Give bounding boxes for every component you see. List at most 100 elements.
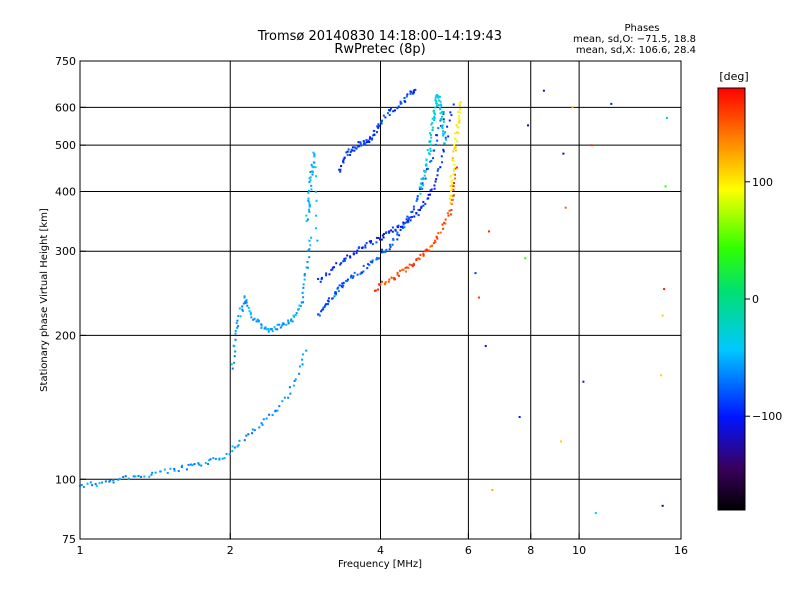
data-point: [328, 273, 331, 276]
data-point: [359, 272, 362, 275]
data-point: [322, 306, 325, 309]
data-point: [401, 227, 404, 230]
data-point: [426, 167, 429, 170]
data-point: [452, 188, 455, 191]
data-point: [166, 471, 169, 474]
data-point: [453, 170, 456, 173]
data-point: [309, 244, 312, 247]
data-point: [169, 467, 172, 470]
data-point: [223, 457, 226, 460]
data-point: [187, 463, 190, 466]
data-point: [390, 276, 393, 279]
data-point: [455, 124, 458, 127]
data-point: [371, 243, 374, 246]
data-point: [305, 220, 308, 223]
data-point: [369, 260, 372, 263]
data-point: [349, 150, 352, 153]
data-point: [362, 140, 365, 143]
data-point: [362, 142, 365, 145]
data-point: [312, 161, 315, 164]
data-point: [444, 136, 447, 139]
data-point: [582, 380, 585, 383]
data-point: [453, 144, 456, 147]
data-point: [244, 300, 247, 303]
data-point: [417, 257, 420, 260]
data-point: [375, 256, 378, 259]
data-point: [425, 163, 428, 166]
data-point: [412, 208, 415, 211]
data-point: [416, 197, 419, 200]
data-point: [418, 258, 421, 261]
data-point: [396, 238, 399, 241]
data-point: [137, 474, 140, 477]
data-point: [457, 126, 460, 129]
data-point: [252, 318, 255, 321]
data-point: [433, 149, 436, 152]
data-point: [98, 482, 101, 485]
data-point: [446, 212, 449, 215]
data-point: [78, 484, 81, 487]
data-point: [335, 293, 338, 296]
data-point: [383, 282, 386, 285]
data-point: [450, 187, 453, 190]
data-point: [422, 169, 425, 172]
data-point: [371, 137, 374, 140]
data-point: [338, 284, 341, 287]
data-point: [451, 157, 454, 160]
data-point: [436, 237, 439, 240]
data-point: [322, 308, 325, 311]
data-point: [331, 268, 334, 271]
data-point: [353, 271, 356, 274]
data-point: [311, 173, 314, 176]
data-point: [405, 221, 408, 224]
data-point: [321, 308, 324, 311]
data-point: [444, 131, 447, 134]
data-point: [399, 269, 402, 272]
data-point: [384, 250, 387, 253]
data-point: [308, 203, 311, 206]
data-point: [340, 285, 343, 288]
data-point: [443, 132, 446, 135]
data-point: [422, 254, 425, 257]
data-point: [315, 214, 318, 217]
data-point: [344, 257, 347, 260]
data-point: [391, 226, 394, 229]
data-point: [163, 468, 166, 471]
data-point: [442, 132, 445, 135]
data-point: [379, 283, 382, 286]
data-point: [420, 178, 423, 181]
data-point: [150, 473, 153, 476]
data-point: [351, 149, 354, 152]
data-point: [333, 266, 336, 269]
data-point: [300, 301, 303, 304]
data-point: [337, 286, 340, 289]
data-point: [180, 466, 183, 469]
data-point: [346, 254, 349, 257]
data-point: [441, 124, 444, 127]
data-point: [427, 193, 430, 196]
x-tick-label: 16: [674, 544, 688, 557]
data-point: [431, 122, 434, 125]
data-point: [441, 115, 444, 118]
data-point: [373, 133, 376, 136]
data-point: [367, 263, 370, 266]
data-point: [435, 102, 438, 105]
data-point: [444, 138, 447, 141]
data-point: [452, 182, 455, 185]
data-point: [303, 272, 306, 275]
data-point: [360, 144, 363, 147]
data-point: [422, 200, 425, 203]
data-point: [437, 95, 440, 98]
data-point: [439, 106, 442, 109]
data-point: [418, 186, 421, 189]
data-point: [320, 310, 323, 313]
data-point: [233, 446, 236, 449]
data-point: [197, 462, 200, 465]
data-point: [442, 227, 445, 230]
data-point: [440, 155, 443, 158]
data-point: [305, 266, 308, 269]
data-point: [357, 141, 360, 144]
data-point: [457, 121, 460, 124]
data-point: [231, 450, 234, 453]
data-point: [104, 480, 107, 483]
